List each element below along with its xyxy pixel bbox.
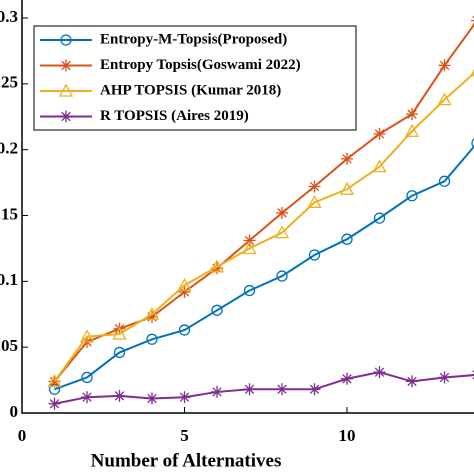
marker [146,333,158,345]
marker [146,392,158,405]
legend-label: AHP TOPSIS (Kumar 2018) [100,82,281,98]
marker [276,383,288,396]
marker [308,383,321,396]
marker [372,159,387,173]
marker [341,372,353,385]
marker [47,374,62,388]
marker [211,304,223,316]
legend-label: R TOPSIS (Aires 2019) [100,108,249,124]
marker [308,180,321,193]
marker [177,277,192,291]
marker [373,212,386,224]
x-axis-label: Number of Alternatives [91,450,282,471]
marker [471,138,474,148]
y-tick-label: 0 [10,402,19,421]
series-line [53,23,474,383]
marker [404,123,420,137]
marker [112,326,127,340]
y-tick-label: 0.25 [0,73,18,92]
marker [144,306,160,320]
marker [242,241,257,255]
marker [276,270,288,282]
legend-box [33,25,357,131]
marker [438,175,451,187]
legend-label: Entropy Topsis(Goswami 2022) [100,57,301,73]
legend-marker [60,59,72,72]
marker [373,127,386,140]
marker [209,259,225,273]
marker [307,194,322,208]
marker [243,234,256,247]
series-line [53,72,474,382]
series-line [54,371,474,405]
marker [437,92,452,106]
plot-frame [21,0,474,414]
x-tick-label: 10 [339,426,356,445]
marker [211,385,223,398]
marker [339,181,355,195]
marker [406,375,418,388]
marker [438,59,451,72]
marker [406,190,418,202]
y-tick-label: 0.3 [0,7,18,26]
x-tick-label: 5 [180,426,189,445]
marker [276,206,288,219]
legend-marker [58,83,74,97]
y-tick-label: 0.15 [0,204,18,223]
marker [438,371,451,384]
legend-marker [60,34,72,46]
series-line [54,145,474,391]
y-tick-label: 0.1 [0,270,18,289]
marker [274,225,290,239]
marker [341,152,353,165]
y-tick-label: 0.2 [0,139,18,158]
marker [113,389,126,402]
marker [48,397,61,410]
x-tick-label: 0 [18,426,27,445]
legend-label: Entropy-M-Topsis(Proposed) [100,31,287,47]
marker [211,262,223,275]
marker [178,285,191,298]
marker [178,324,191,336]
marker [341,233,353,245]
marker [81,391,93,404]
marker [406,108,418,121]
marker [308,249,321,261]
marker [243,284,256,297]
marker [79,329,95,343]
marker [81,371,93,384]
marker [146,310,158,323]
marker [178,391,191,404]
marker [113,346,126,359]
y-tick-label: 0.05 [0,336,18,355]
legend-marker [60,110,72,123]
marker [243,383,256,396]
marker [373,366,386,379]
